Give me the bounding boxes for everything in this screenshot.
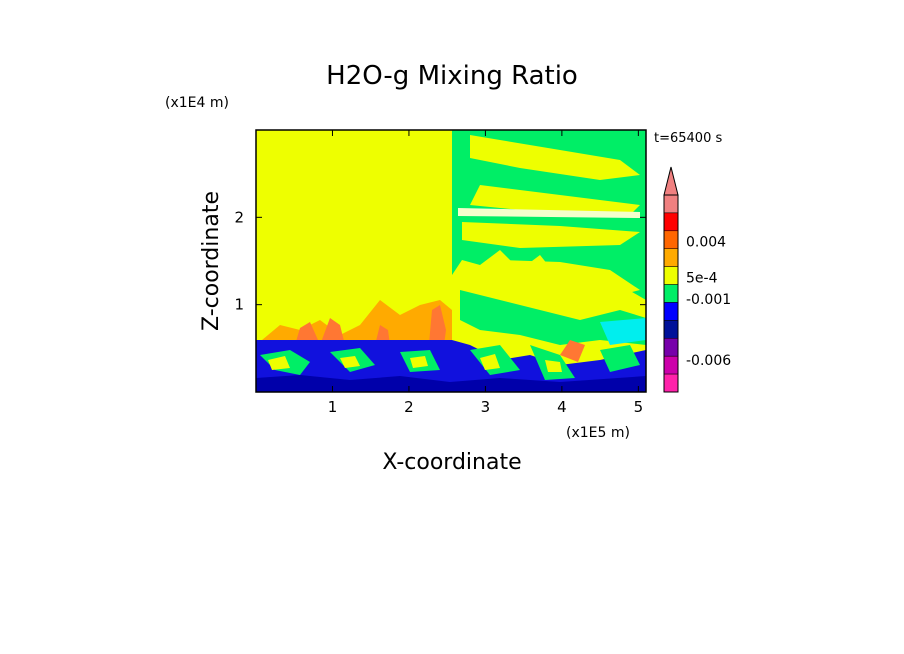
hot-plume-1 (295, 322, 318, 345)
axes: 1 2 3 4 5 1 2 (234, 130, 646, 416)
lower-dark-blue (256, 375, 646, 392)
x-tick-label: 2 (404, 398, 414, 416)
green-patch-right (460, 290, 646, 345)
colorbar: 0.004 5e-4 -0.001 -0.006 (663, 166, 731, 393)
white-stripe (458, 208, 640, 218)
y-unit-label: (x1E4 m) (165, 95, 229, 111)
time-label: t=65400 s (654, 131, 722, 146)
x-tick-label: 5 (634, 398, 644, 416)
colorbar-swatch (663, 230, 679, 249)
colorbar-swatch (663, 355, 679, 375)
lower-green-swirls (260, 345, 640, 380)
hot-plume-2 (320, 318, 345, 345)
colorbar-label: -0.006 (686, 353, 731, 369)
x-unit-label: (x1E5 m) (566, 425, 630, 441)
heatmap-field (256, 130, 646, 392)
lower-yellow-swirls (268, 354, 562, 372)
y-tick-label: 1 (234, 296, 244, 314)
colorbar-frame (663, 194, 679, 393)
colorbar-swatch (663, 248, 679, 267)
colorbar-label: 5e-4 (686, 270, 718, 286)
y-axis-label: Z-coordinate (199, 191, 224, 331)
colorbar-swatch (663, 338, 679, 357)
colorbar-swatch (663, 320, 679, 339)
cyan-patch (600, 318, 646, 345)
colorbar-extend-arrow (663, 166, 679, 196)
yellow-streak-1 (470, 135, 640, 180)
x-axis-label: X-coordinate (382, 450, 521, 475)
colorbar-swatch (663, 266, 679, 285)
plot-frame (255, 129, 647, 393)
yellow-streak-2 (470, 185, 640, 215)
y-tick-label: 2 (234, 208, 244, 226)
colorbar-swatch (663, 212, 679, 232)
hot-plume-5 (560, 340, 585, 362)
yellow-streak-3 (462, 222, 640, 248)
x-tick-label: 4 (557, 398, 567, 416)
colorbar-label: -0.001 (686, 292, 731, 308)
colorbar-swatch (663, 284, 679, 303)
yellow-streak-4 (500, 260, 640, 300)
colorbar-swatch (663, 194, 679, 214)
x-tick-label: 1 (328, 398, 338, 416)
colorbar-swatch (663, 373, 679, 393)
x-tick-label: 3 (481, 398, 491, 416)
colorbar-swatch (663, 302, 679, 321)
chart-title: H2O-g Mixing Ratio (326, 61, 578, 91)
colorbar-label: 0.004 (686, 235, 726, 251)
